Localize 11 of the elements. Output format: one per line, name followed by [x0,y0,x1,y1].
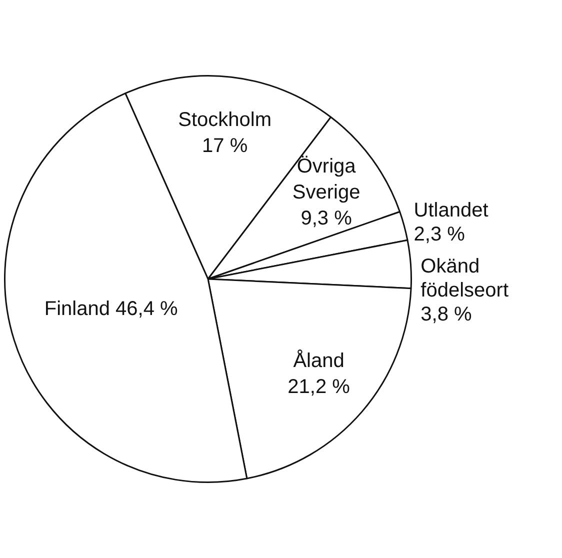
data-label: 17 % [202,135,248,158]
data-label: 9,3 % [300,207,352,230]
data-label: 21,2 % [288,376,350,398]
data-label: 2,3 % [414,224,466,246]
slice-label: Okänd födelseort [420,256,509,302]
slice-label: Finland 46,4 % [44,298,178,320]
slice-label: Åland [293,349,344,372]
slice-label: Stockholm [178,109,272,132]
slice-label: Utlandet [414,200,489,222]
slice-label: Övriga Sverige [292,155,360,204]
data-label: 3,8 % [420,304,472,326]
